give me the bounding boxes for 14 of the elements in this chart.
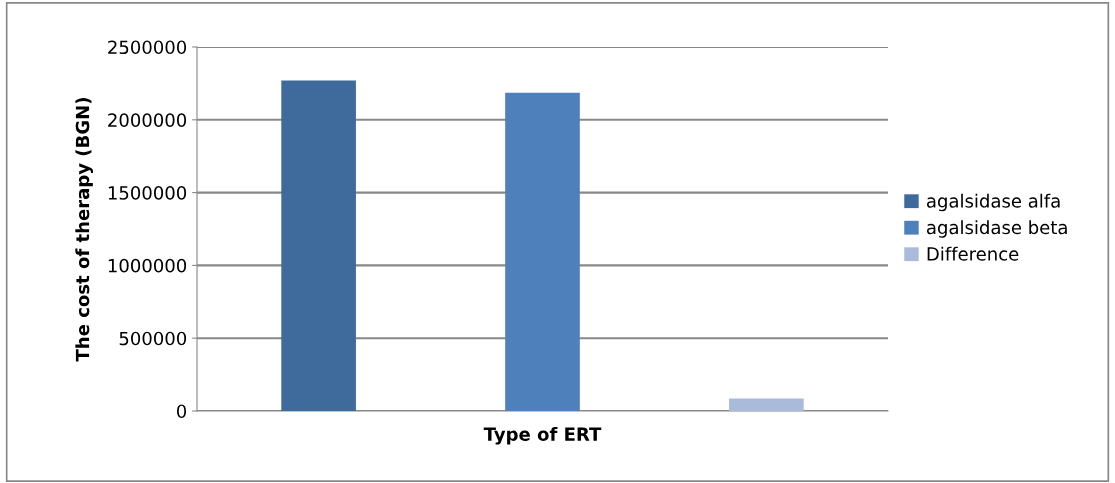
bar xyxy=(729,398,804,411)
x-axis-title: Type of ERT xyxy=(483,426,602,445)
legend-label: Difference xyxy=(927,246,1019,261)
y-tick-label: 1500000 xyxy=(108,186,187,200)
bar xyxy=(281,80,356,411)
bar xyxy=(505,92,580,411)
legend-label: agalsidase alfa xyxy=(927,193,1060,212)
y-tick-label: 2500000 xyxy=(108,40,187,55)
y-tick-label: 1000000 xyxy=(108,258,187,273)
y-tick-label: 500000 xyxy=(119,331,187,346)
y-tick-label: 2000000 xyxy=(108,113,187,127)
y-axis-title: The cost of therapy (BGN) xyxy=(75,98,93,362)
y-tick-label: 0 xyxy=(176,404,187,419)
legend-label: agalsidase beta xyxy=(927,220,1067,238)
